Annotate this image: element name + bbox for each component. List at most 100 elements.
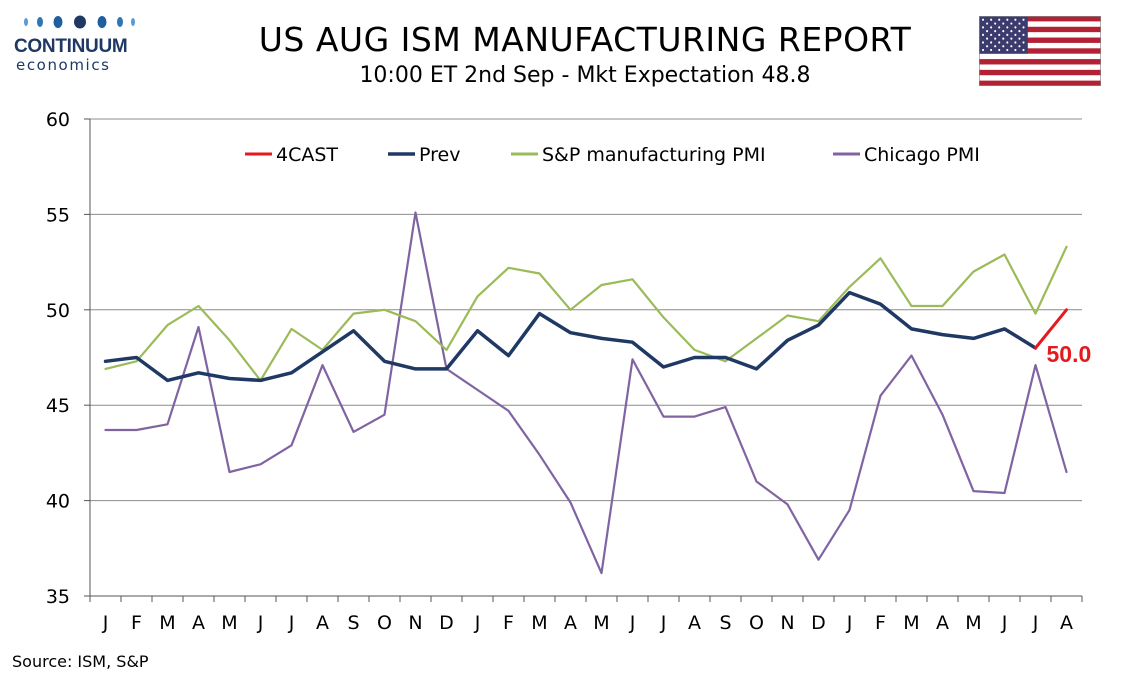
logo-dot: [37, 17, 43, 27]
flag-star: [990, 18, 993, 21]
x-tick-label: J: [660, 612, 667, 634]
x-tick-label: N: [408, 612, 422, 634]
y-tick-label: 45: [46, 395, 70, 417]
x-tick-label: S: [347, 612, 359, 634]
flag-stars: [982, 18, 1025, 52]
flag-star: [994, 22, 997, 25]
x-tick-label: D: [811, 612, 826, 634]
series-line-chicago-pmi: [104, 211, 1068, 575]
flag-star: [982, 48, 985, 52]
x-tick-label: J: [1001, 612, 1008, 634]
flag-star: [1010, 30, 1013, 33]
flag-star: [998, 33, 1001, 37]
flag-star: [1010, 45, 1013, 48]
logo-dot: [97, 16, 107, 28]
legend-label: S&P manufacturing PMI: [542, 144, 766, 166]
logo-tagline: economics: [16, 56, 111, 74]
flag-star: [986, 45, 989, 48]
flag-star: [1022, 18, 1025, 21]
x-tick-label: F: [131, 612, 142, 634]
flag-star: [1006, 48, 1009, 52]
flag-star: [994, 45, 997, 48]
x-tick-label: N: [780, 612, 794, 634]
x-tick-label: A: [936, 612, 949, 634]
data-label-4cast: 50.0: [1047, 341, 1092, 367]
flag-star: [1006, 33, 1009, 37]
x-tick-label: M: [593, 612, 609, 634]
grid-layer: [90, 118, 1082, 502]
flag-star: [1014, 41, 1017, 44]
x-tick-label: M: [531, 612, 547, 634]
x-tick-label: J: [102, 612, 109, 634]
y-tick-label: 50: [46, 300, 70, 322]
flag-star: [998, 41, 1001, 44]
series-line-4cast: [1034, 308, 1068, 350]
x-tick-label: M: [965, 612, 981, 634]
flag-star: [1010, 37, 1013, 40]
y-tick-label: 40: [46, 491, 70, 513]
x-tick-label: F: [875, 612, 886, 634]
x-tick-label: J: [288, 612, 295, 634]
flag-stripes: [979, 16, 1101, 86]
flag-star: [990, 26, 993, 29]
flag-star: [990, 48, 993, 52]
series-layer: [103, 211, 1068, 575]
flag-star: [986, 30, 989, 33]
flag-star: [1014, 26, 1017, 29]
flag-star: [982, 41, 985, 44]
flag-star: [1002, 45, 1005, 48]
x-tick-label: M: [159, 612, 175, 634]
flag-star: [1018, 30, 1021, 33]
flag-star: [1022, 33, 1025, 37]
legend-label: Prev: [419, 144, 460, 166]
flag-star: [1002, 37, 1005, 40]
flag-star: [990, 41, 993, 44]
flag-star: [1006, 41, 1009, 44]
x-tick-label: J: [257, 612, 264, 634]
flag-star: [1022, 48, 1025, 52]
x-tick-label: A: [1060, 612, 1073, 634]
x-tick-label: J: [1032, 612, 1039, 634]
source-note: Source: ISM, S&P: [12, 652, 149, 671]
flag-star: [1014, 48, 1017, 52]
y-tick-label: 55: [46, 204, 70, 226]
flag-canton: [979, 16, 1028, 54]
x-tick-label: A: [192, 612, 205, 634]
flag-star: [982, 18, 985, 21]
x-tick-label: M: [903, 612, 919, 634]
x-tick-label: S: [719, 612, 731, 634]
chart-title: US AUG ISM MANUFACTURING REPORT: [258, 20, 912, 59]
flag-star: [994, 37, 997, 40]
x-tick-label: F: [503, 612, 514, 634]
logo-dot: [117, 17, 123, 27]
logo-name: CONTINUUM: [14, 36, 128, 57]
chart-subtitle: 10:00 ET 2nd Sep - Mkt Expectation 48.8: [359, 63, 811, 88]
x-tick-label: A: [564, 612, 577, 634]
flag-star: [1022, 41, 1025, 44]
continuum-logo: CONTINUUM economics: [12, 14, 142, 78]
series-line-s-p-manufacturing-pmi: [104, 245, 1068, 382]
x-tick-label: A: [316, 612, 329, 634]
x-tick-label: J: [474, 612, 481, 634]
flag-star: [986, 22, 989, 25]
flag-star: [998, 48, 1001, 52]
flag-star: [1014, 33, 1017, 37]
x-tick-label: A: [688, 612, 701, 634]
logo-dot: [24, 18, 28, 26]
flag-star: [1018, 45, 1021, 48]
logo-dot: [74, 15, 86, 29]
flag-star: [986, 37, 989, 40]
flag-star: [1002, 22, 1005, 25]
y-tick-label: 60: [46, 109, 70, 131]
y-tick-label: 35: [46, 586, 70, 608]
legend: 4CAST Prev S&P manufacturing PMI Chicago PM…: [245, 144, 980, 166]
flag-star: [1014, 18, 1017, 21]
flag-star: [990, 33, 993, 37]
logo-dot: [131, 18, 135, 26]
flag-star: [1018, 37, 1021, 40]
flag-star: [982, 33, 985, 37]
x-tick-label: J: [846, 612, 853, 634]
label-layer: 50.0: [1047, 341, 1092, 367]
